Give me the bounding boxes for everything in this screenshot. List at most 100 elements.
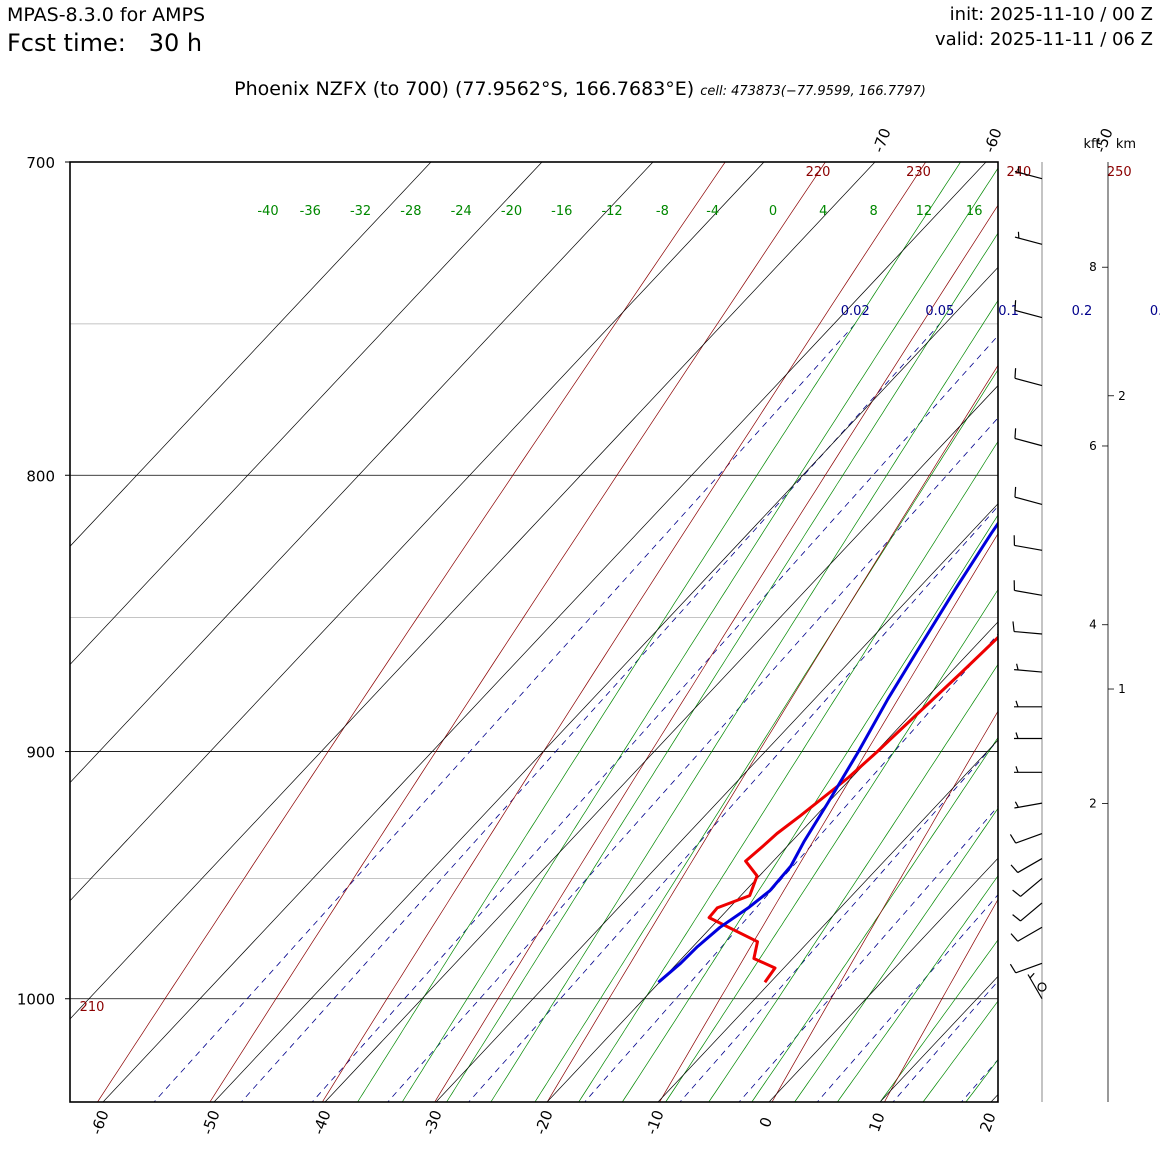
moist-adiabat-label: -40 — [257, 204, 278, 219]
dry-adiabat-line — [209, 162, 826, 1102]
wind-barb-flag — [1014, 801, 1019, 808]
mixing-ratio-line — [468, 505, 998, 1102]
kft-tick-label: 4 — [1089, 618, 1097, 632]
wind-barb — [1014, 732, 1042, 740]
moist-adiabat-label: 4 — [819, 204, 827, 219]
wind-barb-staff — [1014, 309, 1043, 319]
mixing-ratio-line — [311, 335, 998, 1102]
wind-barb — [1009, 832, 1043, 844]
wind-barb — [1009, 962, 1043, 974]
moist-adiabat-line — [446, 232, 998, 1102]
forecast-time-value: 30 h — [148, 29, 203, 57]
kft-tick-label: 8 — [1089, 260, 1097, 274]
wind-barb-calm — [1037, 982, 1047, 992]
dry-adiabat-line — [771, 710, 998, 1102]
dry-adiabat-line — [659, 533, 998, 1102]
wind-barb-flag — [1015, 732, 1019, 739]
init-time: init: 2025-11-10 / 00 Z — [949, 4, 1153, 25]
moist-adiabat-label: 16 — [966, 204, 983, 219]
moist-adiabat-line — [751, 736, 998, 1102]
temperature-tick-label: -60 — [980, 126, 1005, 155]
temperature-tick-label: -40 — [309, 1108, 334, 1137]
wind-barb-flag — [1029, 972, 1035, 979]
km-tick-label: 2 — [1118, 389, 1126, 403]
temperature-tick-label: -50 — [198, 1108, 223, 1137]
height-header-km: km — [1116, 137, 1136, 152]
moist-adiabat-line — [621, 514, 998, 1102]
mixing-ratio-label: 0.4 — [1150, 304, 1160, 319]
wind-barb — [1012, 902, 1043, 922]
moist-adiabat-label: -28 — [400, 204, 421, 219]
moist-adiabat-line — [357, 162, 961, 1102]
wind-barb — [1014, 300, 1043, 319]
pressure-tick-label: 700 — [26, 154, 55, 172]
moist-adiabat-label: -4 — [706, 204, 719, 219]
isotherm-line — [70, 162, 765, 902]
isotherm-line — [435, 503, 998, 1102]
moist-adiabat-label: -8 — [656, 204, 669, 219]
wind-barb-flag — [1014, 486, 1017, 498]
mixing-ratio-line — [960, 1059, 998, 1102]
height-header-kft: kft — [1084, 137, 1101, 152]
wind-barb-staff — [1015, 962, 1043, 974]
mixing-ratio-lines — [153, 323, 998, 1102]
mixing-ratio-label: 0.02 — [841, 304, 870, 319]
mixing-ratio-line — [387, 417, 998, 1102]
wind-barb — [1013, 580, 1043, 596]
wind-barb-staff — [1014, 377, 1043, 387]
station-title: Phoenix NZFX (to 700) (77.9562°S, 166.76… — [234, 78, 695, 100]
wind-barb-flag — [1014, 300, 1017, 311]
dry-adiabat-line — [1103, 145, 1160, 1113]
isotherm-line — [102, 162, 987, 1102]
isotherm-line — [879, 975, 998, 1102]
moist-adiabat-label: 8 — [869, 204, 877, 219]
temperature-profile — [707, 635, 998, 984]
moist-adiabat-line — [534, 369, 998, 1102]
moist-adiabat-label: 12 — [916, 204, 933, 219]
mixing-ratio-line — [153, 323, 856, 1102]
km-tick-label: 1 — [1118, 682, 1126, 696]
wind-barb-flag — [1015, 766, 1019, 773]
pressure-gridlines — [70, 323, 998, 1000]
temperature-tick-label: -30 — [420, 1108, 445, 1137]
isotherm-line — [324, 385, 998, 1102]
wind-barb — [1013, 535, 1043, 551]
wind-barb-staff — [1014, 669, 1043, 673]
moist-adiabat-line — [922, 1000, 998, 1102]
dry-adiabat-label: 250 — [1107, 165, 1132, 180]
wind-barb-staff — [1015, 832, 1043, 844]
dry-adiabat-label: 220 — [806, 165, 831, 180]
wind-barb — [1010, 926, 1043, 942]
wind-barb — [1012, 621, 1043, 635]
moist-adiabat-label: -16 — [551, 204, 572, 219]
temperature-tick-label: -70 — [869, 126, 894, 155]
wind-barb-flag — [1009, 834, 1017, 844]
chart-title: Phoenix NZFX (to 700) (77.9562°S, 166.76… — [0, 78, 1160, 100]
wind-barb-flag — [1012, 914, 1021, 922]
wind-barb-staff — [1014, 496, 1043, 505]
wind-barb-staff — [1027, 974, 1043, 1000]
wind-barb-staff — [1014, 236, 1043, 245]
wind-barb-flag — [1012, 621, 1015, 632]
moist-adiabat-line — [665, 589, 998, 1102]
moist-adiabat-label: 0 — [769, 204, 777, 219]
wind-barb-flag — [1012, 889, 1021, 897]
dewpoint-profile — [657, 521, 998, 984]
wind-barb — [1027, 972, 1043, 1000]
mixing-ratio-line — [584, 633, 998, 1102]
wind-barb-staff — [1017, 858, 1043, 874]
mixing-ratio-label: 0.2 — [1072, 304, 1093, 319]
wind-barb — [1012, 877, 1043, 897]
wind-barb-staff — [1020, 902, 1043, 922]
wind-barb-staff — [1017, 926, 1043, 942]
dry-adiabat-label: 230 — [906, 165, 931, 180]
valid-time: valid: 2025-11-11 / 06 Z — [935, 29, 1153, 50]
cell-info: cell: 473873(−77.9599, 166.7797) — [700, 84, 926, 99]
wind-barb — [1014, 766, 1042, 773]
temperature-tick-label: -60 — [87, 1108, 112, 1137]
sounding-profiles — [657, 521, 998, 984]
wind-barb-staff — [1014, 437, 1043, 447]
wind-barb — [1014, 428, 1043, 447]
forecast-time-label: Fcst time: — [7, 29, 126, 57]
wind-barb — [1014, 231, 1043, 245]
